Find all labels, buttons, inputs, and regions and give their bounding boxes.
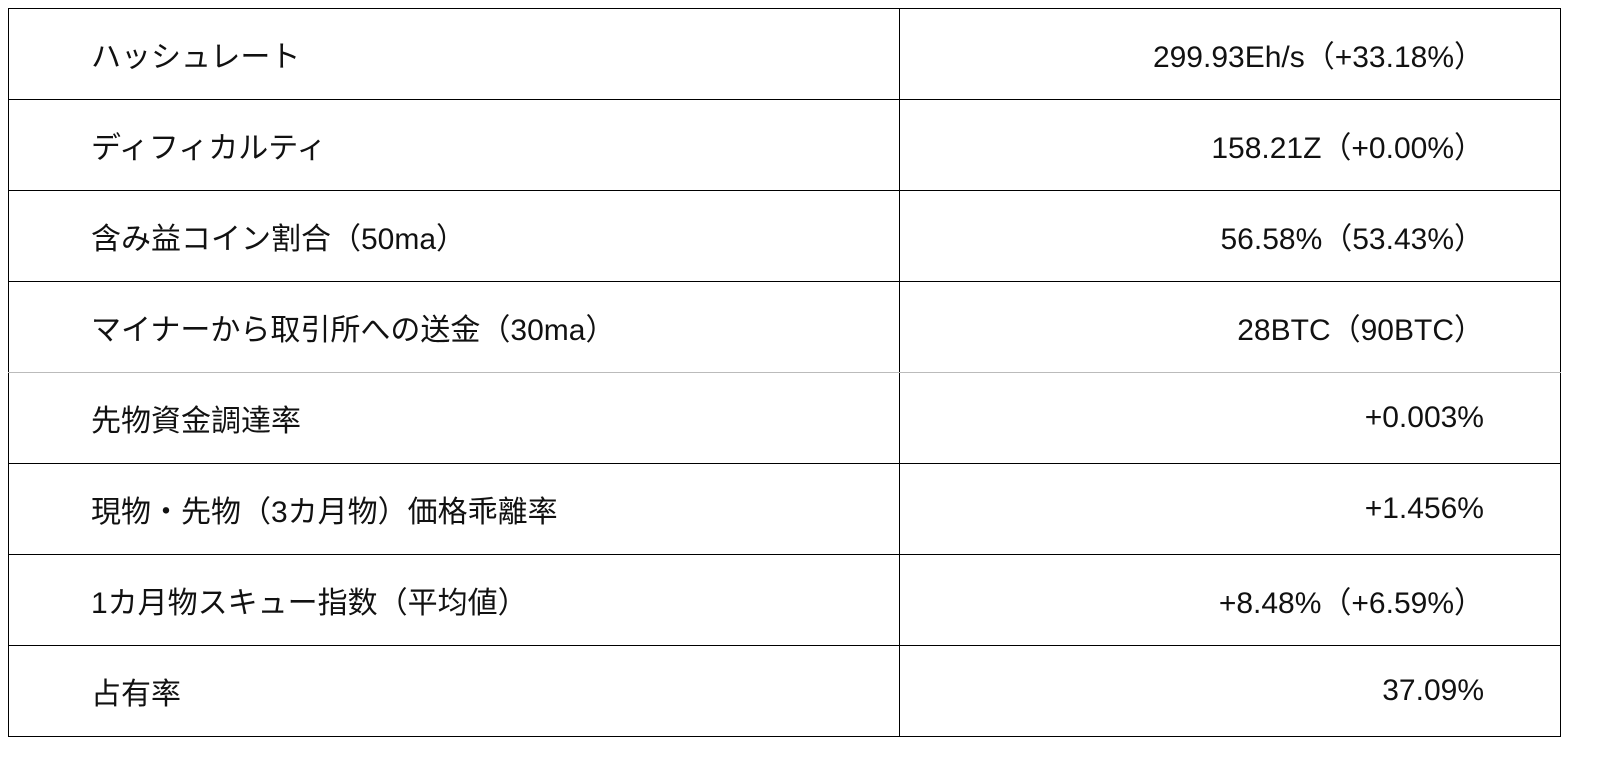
table-row: ハッシュレート 299.93Eh/s（+33.18%） — [8, 8, 1561, 100]
metric-value: 56.58%（53.43%） — [899, 190, 1561, 282]
table-row: マイナーから取引所への送金（30ma） 28BTC（90BTC） — [8, 281, 1561, 373]
metric-label: 含み益コイン割合（50ma） — [8, 190, 900, 282]
metric-label: 占有率 — [8, 645, 900, 737]
metric-label: ディフィカルティ — [8, 99, 900, 191]
metric-label: 現物・先物（3カ月物）価格乖離率 — [8, 463, 900, 555]
metric-value: +1.456% — [899, 463, 1561, 555]
metric-label: 先物資金調達率 — [8, 372, 900, 464]
metric-value: 28BTC（90BTC） — [899, 281, 1561, 373]
table-row: ディフィカルティ 158.21Z（+0.00%） — [8, 99, 1561, 191]
metric-value: 158.21Z（+0.00%） — [899, 99, 1561, 191]
metrics-table: ハッシュレート 299.93Eh/s（+33.18%） ディフィカルティ 158.21… — [8, 8, 1561, 737]
metric-value: 37.09% — [899, 645, 1561, 737]
metric-value: +8.48%（+6.59%） — [899, 554, 1561, 646]
metric-label: ハッシュレート — [8, 8, 900, 100]
metric-value: 299.93Eh/s（+33.18%） — [899, 8, 1561, 100]
metric-label: 1カ月物スキュー指数（平均値） — [8, 554, 900, 646]
metric-value: +0.003% — [899, 372, 1561, 464]
table-row: 1カ月物スキュー指数（平均値） +8.48%（+6.59%） — [8, 554, 1561, 646]
table-row: 含み益コイン割合（50ma） 56.58%（53.43%） — [8, 190, 1561, 282]
metric-label: マイナーから取引所への送金（30ma） — [8, 281, 900, 373]
table-row: 現物・先物（3カ月物）価格乖離率 +1.456% — [8, 463, 1561, 555]
table-row: 占有率 37.09% — [8, 645, 1561, 737]
table-row: 先物資金調達率 +0.003% — [8, 372, 1561, 464]
